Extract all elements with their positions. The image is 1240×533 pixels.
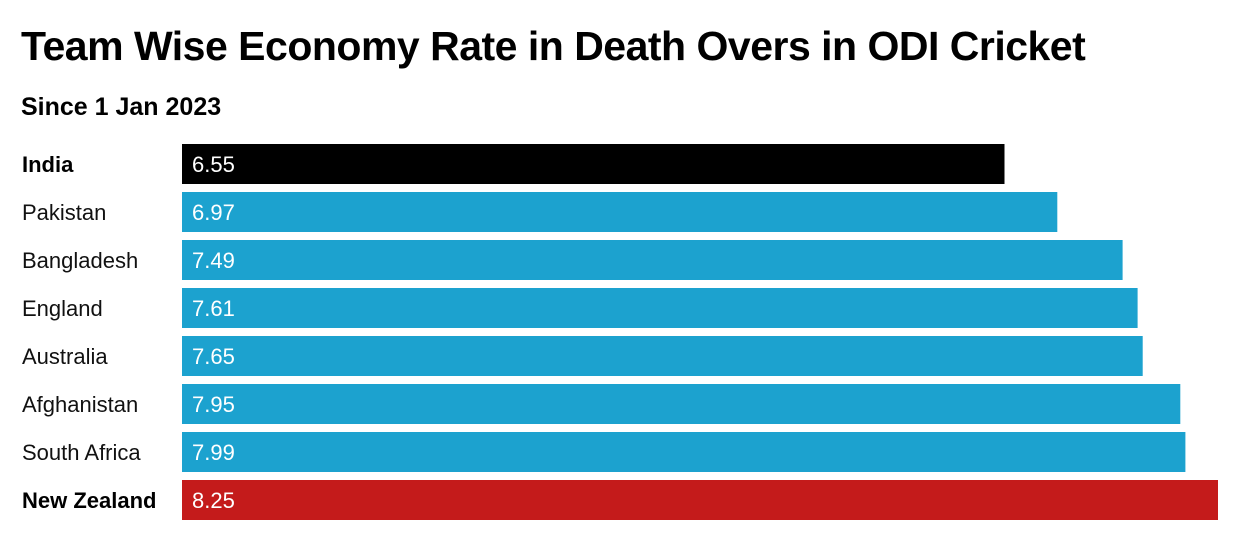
category-label-england: England — [22, 296, 103, 321]
category-label-pakistan: Pakistan — [22, 200, 106, 225]
value-label-pakistan: 6.97 — [192, 200, 235, 225]
bar-india — [182, 144, 1005, 184]
category-label-australia: Australia — [22, 344, 108, 369]
value-label-new-zealand: 8.25 — [192, 488, 235, 513]
category-label-afghanistan: Afghanistan — [22, 392, 138, 417]
category-label-bangladesh: Bangladesh — [22, 248, 138, 273]
category-label-new-zealand: New Zealand — [22, 488, 156, 513]
bar-south-africa — [182, 432, 1186, 472]
bar-afghanistan — [182, 384, 1181, 424]
value-label-india: 6.55 — [192, 152, 235, 177]
chart-subtitle: Since 1 Jan 2023 — [21, 93, 222, 121]
bar-australia — [182, 336, 1143, 376]
value-label-australia: 7.65 — [192, 344, 235, 369]
value-label-south-africa: 7.99 — [192, 440, 235, 465]
bar-bangladesh — [182, 240, 1123, 280]
value-label-england: 7.61 — [192, 296, 235, 321]
bar-pakistan — [182, 192, 1058, 232]
chart-title: Team Wise Economy Rate in Death Overs in… — [21, 23, 1086, 69]
bar-new-zealand — [182, 480, 1218, 520]
category-label-south-africa: South Africa — [22, 440, 141, 465]
category-label-india: India — [22, 152, 74, 177]
bar-england — [182, 288, 1138, 328]
value-label-bangladesh: 7.49 — [192, 248, 235, 273]
value-label-afghanistan: 7.95 — [192, 392, 235, 417]
